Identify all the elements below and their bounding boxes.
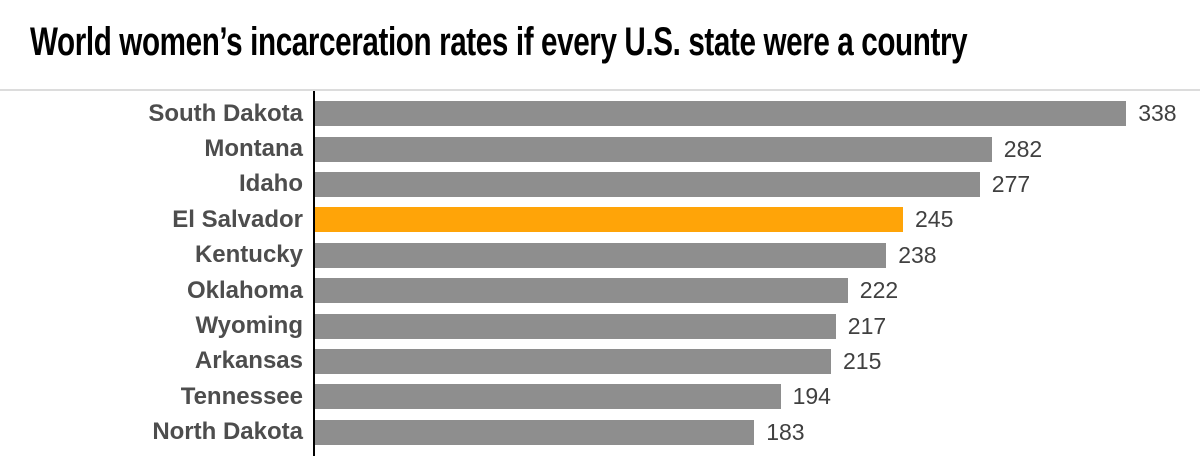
bar — [315, 348, 831, 374]
bar — [315, 313, 836, 339]
value-label: 282 — [1003, 135, 1043, 162]
bar — [315, 101, 1127, 127]
category-label: Tennessee — [180, 382, 303, 410]
value-label: 194 — [792, 383, 831, 410]
chart-row: Wyoming 217 — [0, 308, 1200, 343]
chart-row: Kentucky 238 — [0, 238, 1200, 273]
y-axis-line — [313, 91, 315, 456]
plot-area: 238 — [315, 238, 1200, 273]
category-label: Montana — [204, 135, 303, 163]
value-label: 217 — [847, 312, 887, 339]
category-label: Oklahoma — [186, 276, 303, 304]
category-label: South Dakota — [148, 99, 303, 127]
bar-chart: South Dakota 338 Montana 282 Idaho 277 El Salv… — [0, 91, 1200, 456]
category-label: North Dakota — [152, 418, 303, 446]
category-label: El Salvador — [172, 205, 303, 233]
bar — [315, 278, 848, 304]
chart-row: Tennessee 194 — [0, 379, 1200, 414]
chart-row: South Dakota 338 — [0, 96, 1200, 131]
value-label: 238 — [898, 241, 937, 268]
chart-row: Arkansas 215 — [0, 344, 1200, 379]
plot-area: 245 — [315, 202, 1200, 237]
category-label: Wyoming — [195, 312, 303, 340]
chart-row: North Dakota 183 — [0, 415, 1200, 450]
category-label: Kentucky — [194, 241, 303, 269]
plot-area: 183 — [315, 415, 1200, 450]
chart-row: Idaho 277 — [0, 167, 1200, 202]
chart-title: World women’s incarceration rates if eve… — [30, 20, 968, 64]
plot-area: 217 — [315, 308, 1200, 343]
value-label: 183 — [766, 418, 805, 445]
value-label: 245 — [915, 206, 954, 233]
bar-highlight — [315, 207, 903, 233]
plot-area: 222 — [315, 273, 1200, 308]
value-label: 215 — [843, 347, 882, 374]
header-divider — [0, 89, 1200, 91]
value-label: 277 — [991, 170, 1031, 197]
plot-area: 338 — [315, 96, 1200, 131]
bar — [315, 136, 992, 162]
plot-area: 282 — [315, 131, 1200, 166]
plot-area: 277 — [315, 167, 1200, 202]
plot-area: 194 — [315, 379, 1200, 414]
value-label: 222 — [859, 277, 899, 304]
chart-row: Oklahoma 222 — [0, 273, 1200, 308]
plot-area: 215 — [315, 344, 1200, 379]
bar — [315, 419, 755, 445]
bar — [315, 384, 781, 410]
value-label: 338 — [1138, 100, 1177, 127]
chart-row: El Salvador 245 — [0, 202, 1200, 237]
category-label: Idaho — [239, 170, 303, 198]
chart-row: Montana 282 — [0, 131, 1200, 166]
category-label: Arkansas — [194, 347, 303, 375]
bar — [315, 171, 980, 197]
bar — [315, 242, 887, 268]
